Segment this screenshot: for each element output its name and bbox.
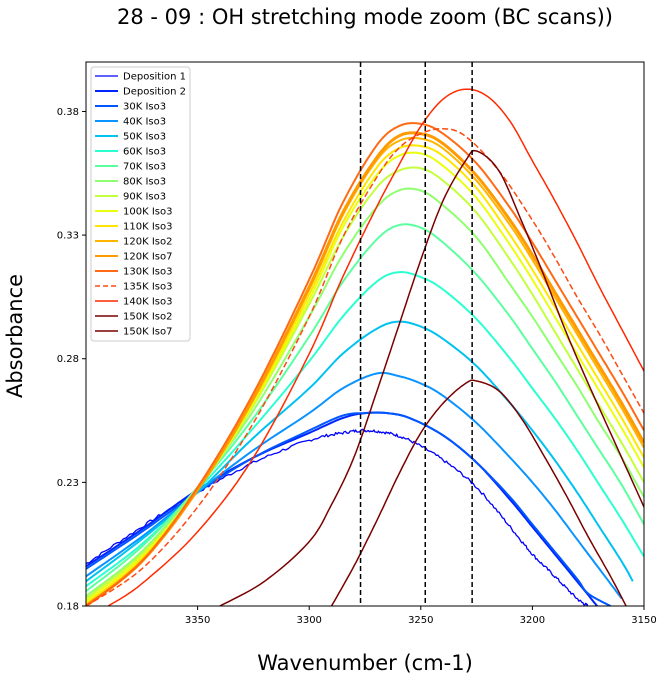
plot-frame [85,61,645,607]
legend-entry-140k-iso3: 140K Iso3 [123,297,172,308]
legend-entry-deposition-1: Deposition 1 [123,72,186,83]
legend-entry-150k-iso7: 150K Iso7 [123,327,172,338]
legend-entry-60k-iso3: 60K Iso3 [123,147,166,158]
series-line-deposition-1 [86,428,589,606]
y-tick-label: 0.28 [57,354,79,365]
legend-entry-120k-iso7: 120K Iso7 [123,252,172,263]
legend-entry-50k-iso3: 50K Iso3 [123,132,166,143]
legend-entry-deposition-2: Deposition 2 [123,87,186,98]
series-line-40k-iso3 [86,371,623,600]
legend-entry-30k-iso3: 30K Iso3 [123,102,166,113]
x-tick-label: 3250 [408,615,433,626]
y-axis-ticks: 0.18 0.23 0.28 0.33 0.38 [57,107,86,613]
series-line-150k-iso2 [330,379,627,606]
x-tick-label: 3200 [520,615,545,626]
legend-entry-40k-iso3: 40K Iso3 [123,117,166,128]
legend-entry-70k-iso3: 70K Iso3 [123,162,166,173]
reference-lines [359,62,473,606]
x-axis-label: Wavenumber (cm-1) [257,651,473,675]
series-line-150k-iso7 [219,149,644,606]
legend-entry-135k-iso3: 135K Iso3 [123,282,172,293]
y-tick-label: 0.33 [57,231,79,242]
series-line-60k-iso3 [86,271,644,588]
series-line-135k-iso3 [86,127,644,606]
series-line-120k-iso7 [86,131,644,606]
series-line-140k-iso3 [107,88,644,606]
x-tick-label: 3150 [631,615,656,626]
x-tick-label: 3350 [185,615,210,626]
series-line-100k-iso3 [86,151,644,602]
legend-entry-90k-iso3: 90K Iso3 [123,192,166,203]
y-tick-label: 0.18 [57,602,79,613]
legend-entry-120k-iso2: 120K Iso2 [123,237,172,248]
legend-entry-80k-iso3: 80K Iso3 [123,177,166,188]
x-tick-label: 3300 [296,615,321,626]
series-line-80k-iso3 [86,187,644,597]
legend-entry-130k-iso3: 130K Iso3 [123,267,172,278]
series-line-50k-iso3 [86,320,634,583]
series-line-130k-iso3 [86,122,644,606]
legend-entry-110k-iso3: 110K Iso3 [123,222,172,233]
series-layer [86,88,644,606]
x-axis-ticks: 3350 3300 3250 3200 3150 [185,606,657,626]
chart-title: 28 - 09 : OH stretching mode zoom (BC sc… [117,5,613,29]
series-line-70k-iso3 [86,223,644,592]
series-line-90k-iso3 [86,166,644,600]
y-tick-label: 0.38 [57,107,79,118]
legend-entry-100k-iso3: 100K Iso3 [123,207,172,218]
y-axis-label: Absorbance [3,274,27,398]
y-tick-label: 0.23 [57,478,79,489]
series-line-30k-iso3 [86,411,611,606]
legend-entry-150k-iso2: 150K Iso2 [123,312,172,323]
legend: Deposition 1 Deposition 2 30K Iso3 40K Iso3… [90,66,191,342]
